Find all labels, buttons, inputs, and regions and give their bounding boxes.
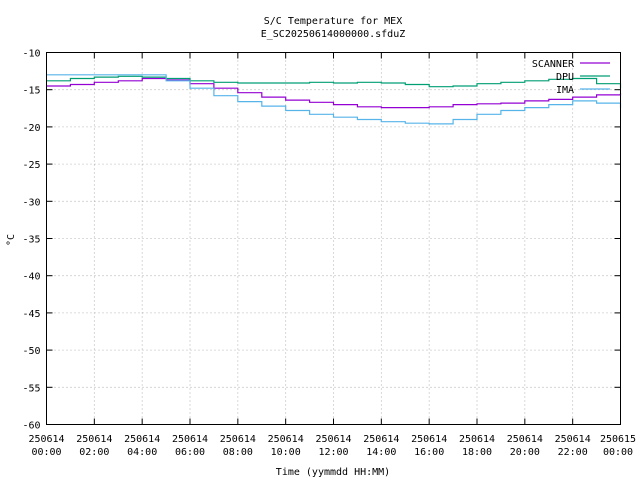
y-tick-label: -15 [22, 86, 40, 97]
series-line-dpu [46, 75, 622, 89]
series-line-scanner [46, 77, 622, 109]
x-tick-label-date: 250614 [220, 434, 256, 445]
series-line-ima [46, 74, 622, 125]
x-tick-label-time: 22:00 [558, 447, 588, 458]
x-tick-label-date: 250614 [363, 434, 399, 445]
x-tick-label-time: 00:00 [603, 447, 633, 458]
x-tick-label-date: 250614 [315, 434, 351, 445]
x-tick-label-date: 250614 [507, 434, 543, 445]
y-tick-label: -50 [22, 346, 40, 357]
x-tick-label-date: 250614 [172, 434, 208, 445]
y-tick-label: -35 [22, 235, 40, 246]
legend-label-ima: IMA [556, 85, 574, 96]
x-tick-label-date: 250614 [459, 434, 495, 445]
x-tick-label-time: 02:00 [79, 447, 109, 458]
x-tick-label-time: 00:00 [31, 447, 61, 458]
x-tick-label-date: 250614 [268, 434, 304, 445]
y-tick-label: -60 [22, 421, 40, 432]
y-tick-label: -40 [22, 272, 40, 283]
legend: SCANNER DPU IMA [532, 59, 610, 96]
x-tick-label-time: 08:00 [223, 447, 253, 458]
x-tick-label-date: 250614 [28, 434, 64, 445]
y-tick-label: -20 [22, 123, 40, 134]
x-tick-label-date: 250614 [76, 434, 112, 445]
y-tick-label: -45 [22, 309, 40, 320]
chart-title: S/C Temperature for MEX [264, 16, 402, 27]
legend-label-scanner: SCANNER [532, 59, 575, 70]
x-tick-label-time: 14:00 [366, 447, 396, 458]
grid [46, 52, 621, 425]
x-tick-label-date: 250614 [124, 434, 160, 445]
legend-label-dpu: DPU [556, 72, 574, 83]
series-lines [46, 74, 622, 125]
axis-ticks [46, 52, 621, 425]
x-tick-label-time: 12:00 [318, 447, 348, 458]
x-tick-label-date: 250614 [411, 434, 447, 445]
x-tick-label-date: 250614 [555, 434, 591, 445]
chart-subtitle: E_SC20250614000000.sfduZ [261, 29, 406, 40]
y-tick-label: -55 [22, 383, 40, 394]
y-tick-label: -10 [22, 49, 40, 60]
x-axis-title: Time (yymmdd HH:MM) [276, 467, 390, 478]
x-tick-label-time: 10:00 [271, 447, 301, 458]
x-tick-label-date: 250615 [600, 434, 636, 445]
x-tick-label-time: 04:00 [127, 447, 157, 458]
x-tick-label-time: 16:00 [414, 447, 444, 458]
x-tick-label-time: 06:00 [175, 447, 205, 458]
y-tick-label: -30 [22, 197, 40, 208]
x-tick-label-time: 18:00 [462, 447, 492, 458]
y-axis-title: °C [6, 234, 17, 246]
x-tick-label-time: 20:00 [510, 447, 540, 458]
axis-tick-labels: -10 -15 -20 -25 -30 -35 -40 -45 -50 -55 -60 250614 0… [22, 49, 636, 459]
y-tick-label: -25 [22, 160, 40, 171]
